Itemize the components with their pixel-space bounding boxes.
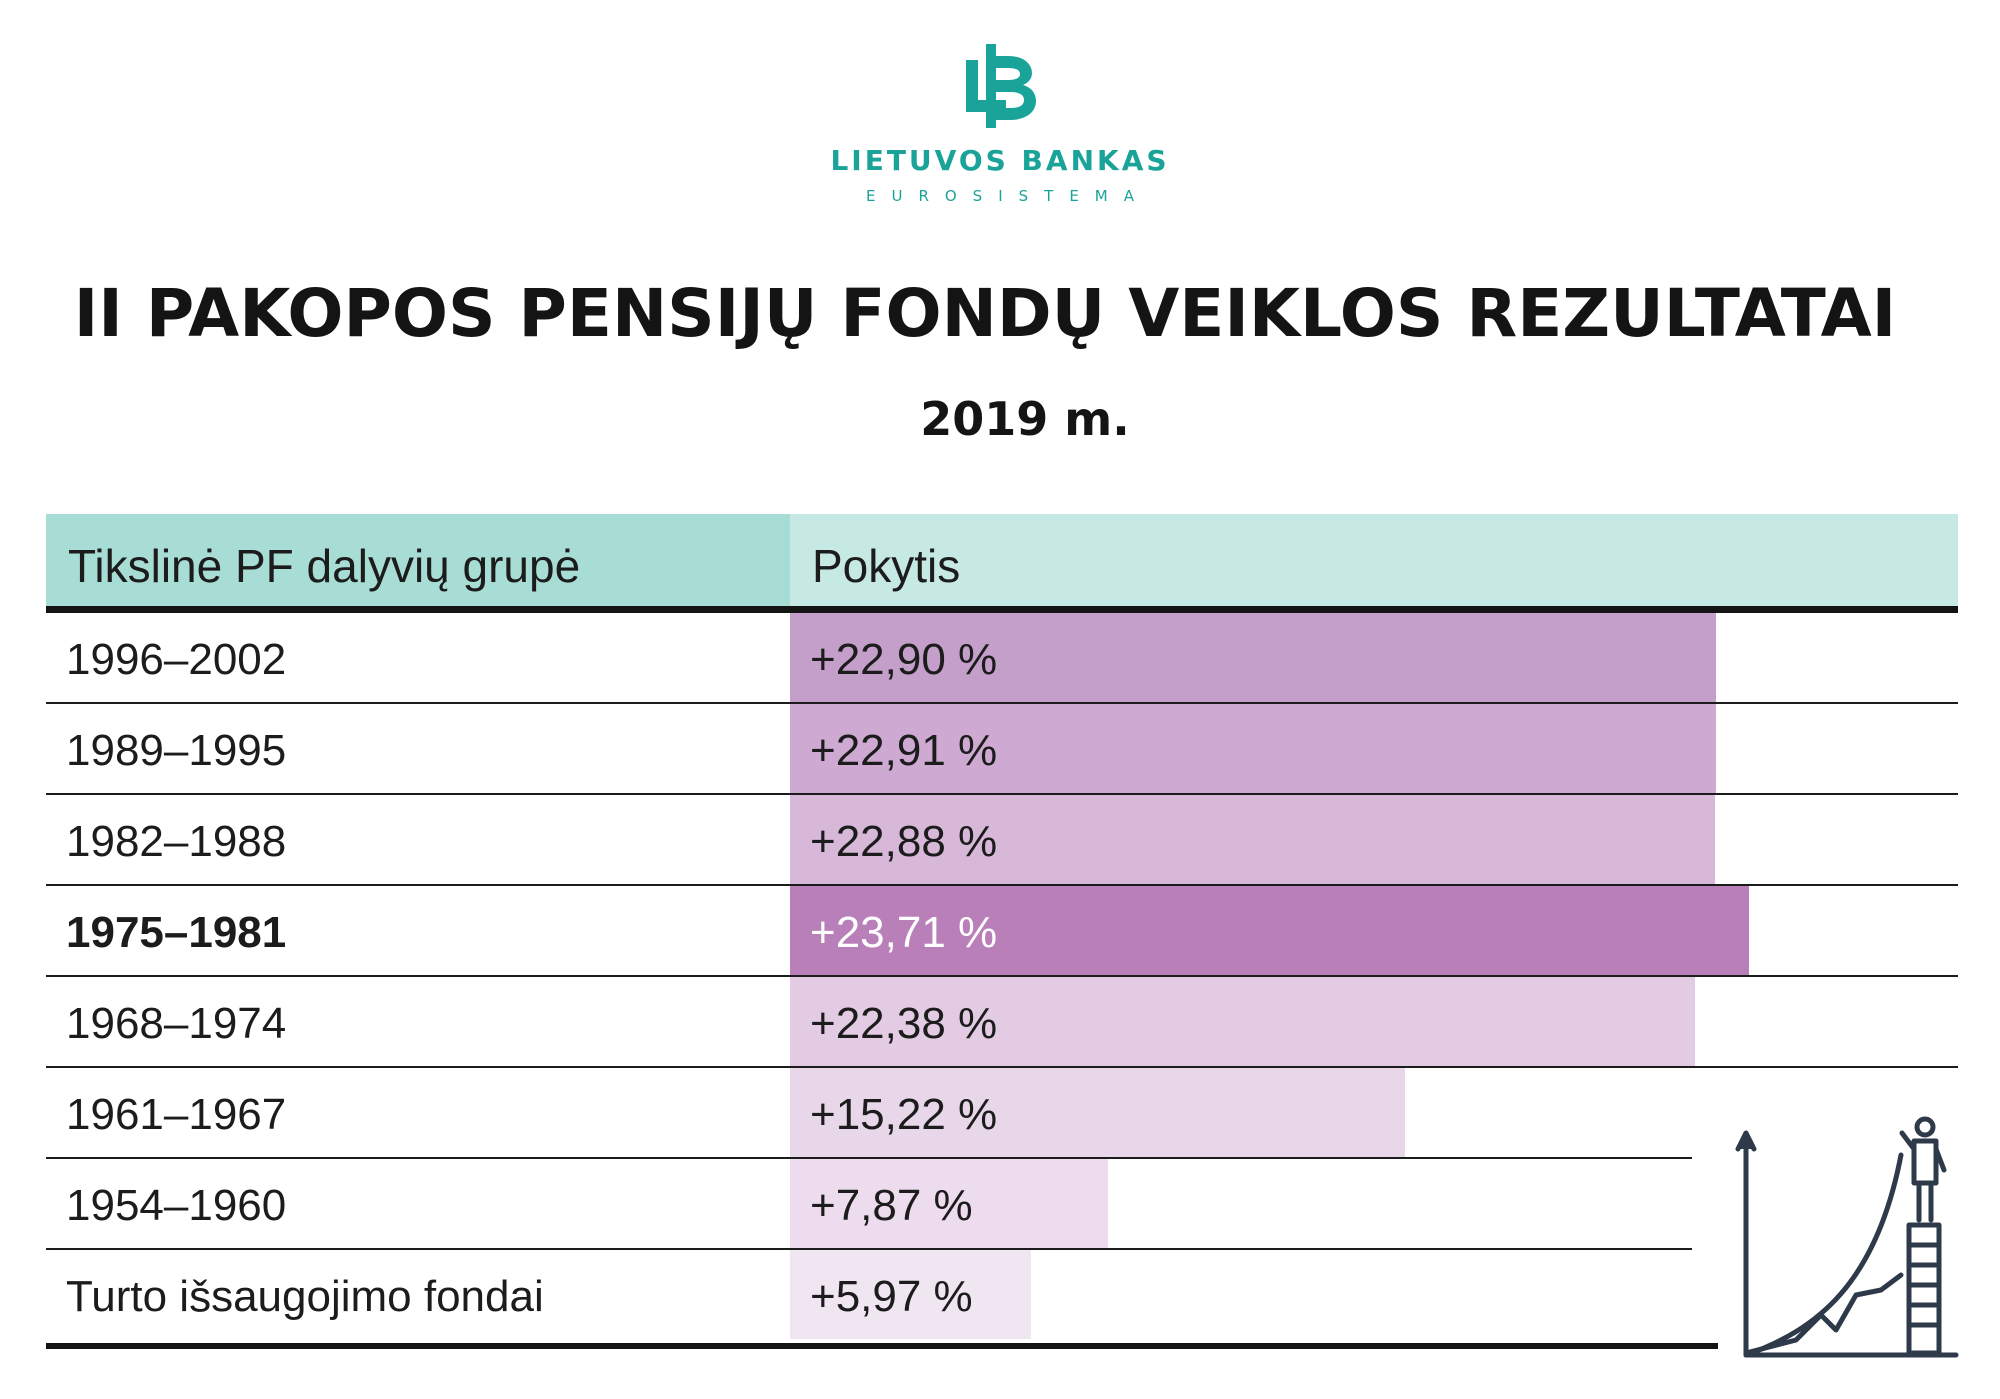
bar <box>790 704 1716 793</box>
group-label: 1975–1981 <box>66 908 287 957</box>
group-label: 1996–2002 <box>66 635 287 684</box>
column-header-group: Tikslinė PF dalyvių grupė <box>46 514 790 606</box>
group-label: 1961–1967 <box>66 1090 287 1139</box>
group-label: Turto išsaugojimo fondai <box>66 1272 544 1321</box>
logo: LIETUVOS BANKAS EUROSISTEMA <box>820 40 1180 220</box>
bar <box>790 1068 1405 1157</box>
table-row: 1989–1995 +22,91 % <box>46 704 1958 795</box>
header-divider <box>46 606 1958 613</box>
bar <box>790 613 1716 702</box>
group-label: 1989–1995 <box>66 726 287 775</box>
change-value: +22,38 % <box>810 999 998 1048</box>
change-value: +22,91 % <box>810 726 998 775</box>
table-row: 1954–1960 +7,87 % <box>46 1159 1958 1250</box>
change-value: +5,97 % <box>810 1272 973 1321</box>
growth-chart-ladder-person-icon <box>1735 1116 1959 1358</box>
row-divider <box>46 1066 1958 1068</box>
table-bottom-divider <box>46 1343 1718 1349</box>
bar <box>790 886 1749 975</box>
bar <box>790 1250 1031 1339</box>
change-value: +23,71 % <box>810 908 998 957</box>
table-row: Turto išsaugojimo fondai +5,97 % <box>46 1250 1958 1341</box>
table-row: 1982–1988 +22,88 % <box>46 795 1958 886</box>
page-subtitle: 2019 m. <box>920 392 1130 446</box>
bar <box>790 977 1695 1066</box>
change-value: +22,90 % <box>810 635 998 684</box>
table-row: 1968–1974 +22,38 % <box>46 977 1958 1068</box>
row-divider <box>46 793 1958 795</box>
table-row: 1975–1981 +23,71 % <box>46 886 1958 977</box>
group-label: 1968–1974 <box>66 999 287 1048</box>
bar <box>790 1159 1108 1248</box>
table-row: 1961–1967 +15,22 % <box>46 1068 1958 1159</box>
lietuvos-bankas-logo <box>966 44 1036 128</box>
logo-subtitle: EUROSISTEMA <box>866 187 1150 205</box>
table-header: Tikslinė PF dalyvių grupė Pokytis <box>46 514 1958 606</box>
page-title: II PAKOPOS PENSIJŲ FONDŲ VEIKLOS REZULTA… <box>73 275 1897 352</box>
change-value: +15,22 % <box>810 1090 998 1139</box>
column-header-change: Pokytis <box>790 514 1958 606</box>
bar <box>790 795 1715 884</box>
table-row: 1996–2002 +22,90 % <box>46 613 1958 704</box>
logo-name: LIETUVOS BANKAS <box>830 144 1170 177</box>
row-divider <box>46 884 1958 886</box>
group-label: 1982–1988 <box>66 817 287 866</box>
change-value: +7,87 % <box>810 1181 973 1230</box>
row-divider <box>46 975 1958 977</box>
change-value: +22,88 % <box>810 817 998 866</box>
group-label: 1954–1960 <box>66 1181 287 1230</box>
row-divider <box>46 702 1958 704</box>
row-divider <box>46 1157 1692 1159</box>
row-divider <box>46 1248 1692 1250</box>
